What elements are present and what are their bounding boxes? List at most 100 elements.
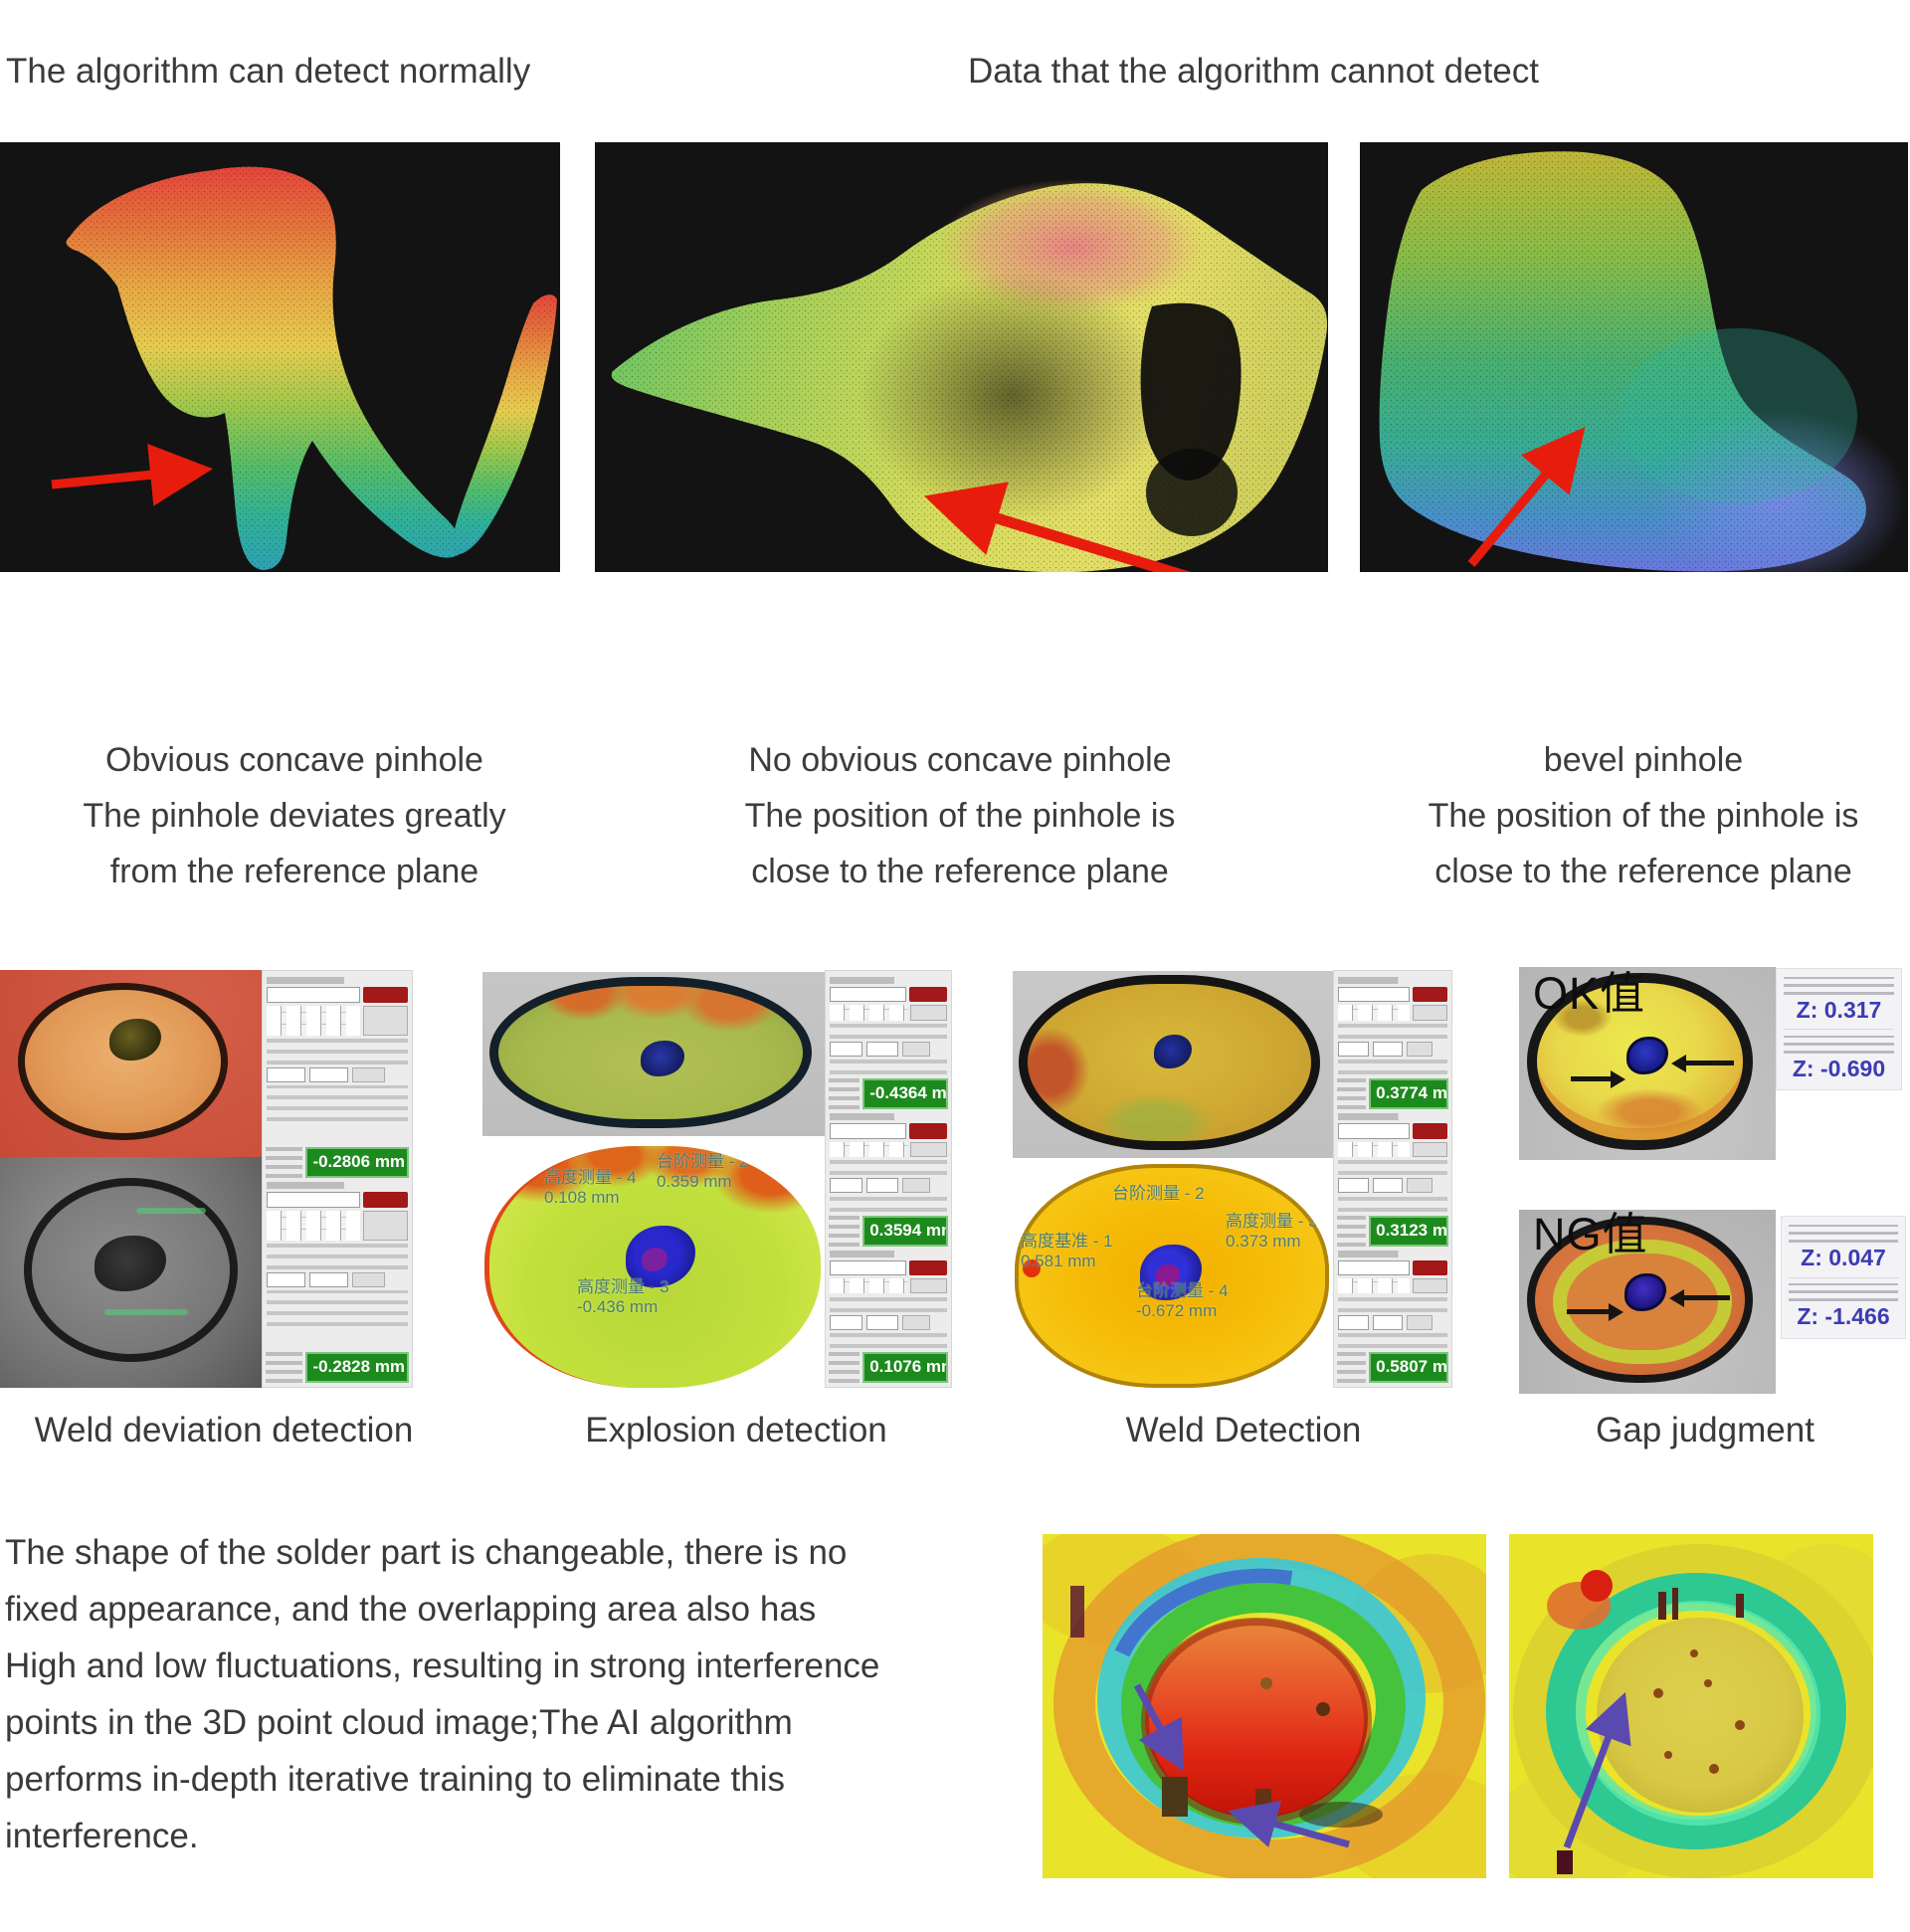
caption-obvious-pinhole: Obvious concave pinhole The pinhole devi… bbox=[40, 732, 549, 899]
measurement-badge: 0.3123 mm bbox=[1337, 1215, 1448, 1247]
measurement-badge: -0.2828 mm bbox=[266, 1352, 409, 1383]
gray-button bbox=[909, 1277, 947, 1294]
paragraph-line: performs in-depth iterative training to … bbox=[5, 1760, 785, 1799]
gray-button bbox=[351, 1272, 386, 1287]
height-annotation: 高度基准 - 1 0.581 mm bbox=[1021, 1232, 1113, 1270]
explosion-photo bbox=[482, 972, 826, 1136]
explosion-control-panel: -0.4364 mm 0.3594 mm 0.1076 mm bbox=[825, 970, 952, 1388]
measurement-value: 0.5807 mm bbox=[1369, 1351, 1448, 1383]
control-rows-placeholder bbox=[266, 975, 409, 1145]
measurement-badge: -0.2806 mm bbox=[266, 1147, 409, 1178]
pointcloud-image-bevel-pinhole bbox=[1360, 142, 1908, 572]
text-input bbox=[830, 1259, 907, 1275]
z-value: Z: 0.047 bbox=[1801, 1244, 1886, 1270]
text-input bbox=[1338, 1178, 1369, 1194]
ok-value-label: OK值 bbox=[1533, 968, 1646, 1019]
header-detect-normally: The algorithm can detect normally bbox=[6, 52, 531, 91]
text-input bbox=[1338, 1259, 1410, 1275]
purple-arrow bbox=[1563, 1691, 1631, 1849]
control-rows-placeholder bbox=[266, 1180, 409, 1350]
text-input bbox=[830, 1178, 862, 1194]
gap-ok-image: OK值 bbox=[1519, 967, 1776, 1160]
text-input bbox=[267, 1272, 305, 1287]
height-annotation: 高度测量 - 4 0.108 mm bbox=[544, 1168, 637, 1207]
weld-detection-control-panel: 0.3774 mm 0.3123 mm 0.5807 mm bbox=[1333, 970, 1452, 1388]
gray-button bbox=[1407, 1178, 1433, 1194]
measurement-badge: 0.1076 mm bbox=[829, 1351, 948, 1383]
control-rows-placeholder bbox=[829, 1111, 948, 1213]
text-input bbox=[267, 987, 360, 1003]
text-input bbox=[830, 1123, 907, 1139]
label-gap-judgment: Gap judgment bbox=[1596, 1411, 1814, 1449]
pointcloud-image-no-obvious-pinhole bbox=[595, 142, 1328, 572]
solder-scan-after-render bbox=[1489, 1534, 1897, 1892]
red-button bbox=[362, 1192, 408, 1208]
red-arrow bbox=[923, 482, 1192, 572]
label-weld-deviation-detection: Weld deviation detection bbox=[34, 1411, 414, 1449]
gap-ok-measure-card: Z: 0.317 Z: -0.690 bbox=[1776, 968, 1902, 1090]
measurement-value: 0.3774 mm bbox=[1369, 1078, 1448, 1110]
red-button bbox=[1412, 1259, 1447, 1275]
caption-line: Obvious concave pinhole bbox=[105, 741, 483, 779]
weld-detection-photo bbox=[1013, 971, 1333, 1158]
gray-button bbox=[1413, 1005, 1447, 1021]
measurement-badge: 0.5807 mm bbox=[1337, 1351, 1448, 1383]
solder-scan-after bbox=[1489, 1534, 1897, 1892]
label-explosion-detection: Explosion detection bbox=[585, 1411, 887, 1449]
gray-button bbox=[902, 1314, 931, 1330]
text-input bbox=[1372, 1314, 1404, 1330]
control-rows-placeholder bbox=[829, 1249, 948, 1350]
control-rows-placeholder bbox=[1337, 1111, 1448, 1213]
text-input bbox=[267, 1192, 360, 1208]
solder-scan-before-render bbox=[1023, 1524, 1520, 1892]
gray-button bbox=[363, 1006, 408, 1036]
caption-line: The pinhole deviates greatly bbox=[83, 797, 506, 835]
text-input bbox=[267, 1067, 305, 1082]
text-input bbox=[1338, 987, 1410, 1003]
red-button bbox=[909, 1259, 947, 1275]
control-rows-placeholder bbox=[829, 975, 948, 1076]
measurement-badge: -0.4364 mm bbox=[829, 1078, 948, 1110]
z-value: Z: -0.690 bbox=[1792, 1055, 1886, 1081]
gap-ng-image: NG值 bbox=[1519, 1210, 1776, 1394]
caption-line: The position of the pinhole is bbox=[1428, 797, 1859, 835]
measurement-value: 0.3594 mm bbox=[862, 1215, 948, 1247]
gray-button bbox=[902, 1178, 931, 1194]
caption-line: close to the reference plane bbox=[1434, 853, 1852, 890]
caption-no-obvious-pinhole: No obvious concave pinhole The position … bbox=[705, 732, 1215, 899]
gap-arrow-icon bbox=[1567, 1303, 1624, 1321]
caption-line: The position of the pinhole is bbox=[744, 797, 1176, 835]
gap-arrow-icon bbox=[1571, 1070, 1625, 1088]
weld-deviation-photo-color bbox=[0, 970, 262, 1157]
text-input bbox=[830, 1041, 862, 1057]
text-input bbox=[1372, 1041, 1404, 1057]
text-input bbox=[865, 1178, 899, 1194]
height-annotation: 台阶测量 - 2 0.359 mm bbox=[657, 1152, 749, 1191]
gray-button bbox=[351, 1067, 386, 1082]
solder-scan-before bbox=[1023, 1524, 1520, 1892]
pointcloud-image-obvious-pinhole bbox=[0, 142, 560, 572]
gap-arrow-icon bbox=[1671, 1055, 1734, 1072]
gray-button bbox=[909, 1141, 947, 1157]
caption-bevel-pinhole: bevel pinhole The position of the pinhol… bbox=[1389, 732, 1898, 899]
pointcloud-render-1 bbox=[51, 166, 557, 570]
z-value: Z: -1.466 bbox=[1797, 1303, 1890, 1330]
text-input bbox=[1338, 1041, 1369, 1057]
z-measure-block: Z: 0.317 bbox=[1784, 974, 1894, 1026]
measurement-value: 0.1076 mm bbox=[862, 1351, 948, 1383]
measurement-badge: 0.3594 mm bbox=[829, 1215, 948, 1247]
caption-line: bevel pinhole bbox=[1543, 741, 1744, 779]
gray-button bbox=[909, 1005, 947, 1021]
ng-value-label: NG值 bbox=[1533, 1210, 1648, 1259]
control-rows-placeholder bbox=[1337, 1249, 1448, 1350]
label-weld-detection: Weld Detection bbox=[1125, 1411, 1362, 1449]
control-rows-placeholder bbox=[1337, 975, 1448, 1076]
pointcloud-render-2 bbox=[611, 179, 1328, 572]
purple-arrow bbox=[1133, 1683, 1184, 1772]
paragraph-line: The shape of the solder part is changeab… bbox=[5, 1533, 848, 1572]
red-arrow bbox=[51, 444, 213, 506]
gray-button bbox=[363, 1211, 408, 1241]
measurement-badge: 0.3774 mm bbox=[1337, 1078, 1448, 1110]
red-button bbox=[909, 987, 947, 1003]
